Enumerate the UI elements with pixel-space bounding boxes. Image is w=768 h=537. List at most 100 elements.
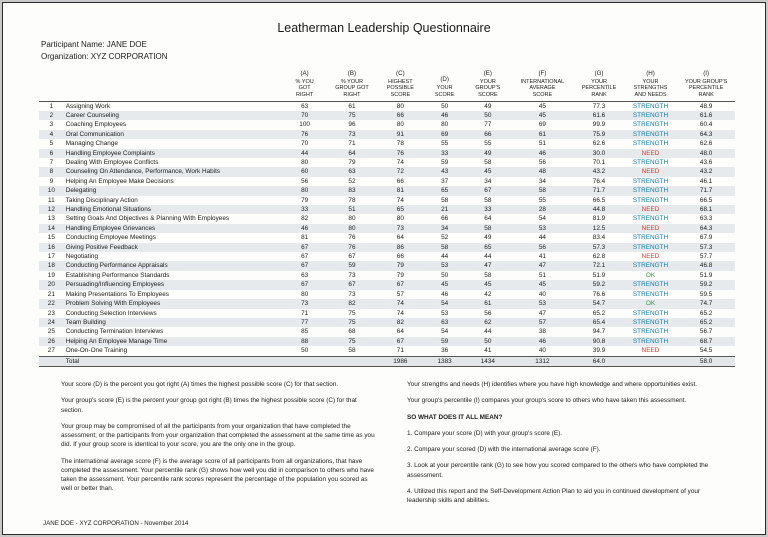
column-header-skill	[63, 69, 282, 102]
skill-name: Coaching Employees	[65, 121, 127, 129]
score-cell: 66	[396, 177, 404, 185]
note-paragraph: Your group's percentile (I) compares you…	[407, 397, 687, 405]
score-cell: 67	[484, 187, 492, 195]
score-cell: 60.4	[699, 121, 713, 129]
score-cell: 73	[348, 130, 356, 138]
score-cell: 70.1	[592, 159, 606, 166]
score-cell: 81.9	[592, 215, 606, 223]
score-cell: 43	[441, 168, 449, 176]
participant-name-line: Participant Name: JANE DOE	[41, 40, 147, 49]
table-row: 13 Setting Goals And Objectives & Plannin…	[39, 214, 735, 223]
score-cell: 94.7	[592, 328, 606, 336]
strength-need-cell: STRENGTH	[632, 177, 669, 185]
score-cell: 76	[348, 243, 356, 251]
score-cell: 51.9	[592, 271, 606, 279]
score-cell: 100	[299, 121, 310, 129]
score-cell: 72	[396, 168, 404, 176]
skill-name: Taking Disciplinary Action	[65, 196, 138, 204]
score-cell: 50	[484, 111, 492, 119]
score-cell: 50	[301, 347, 309, 355]
score-cell: 67	[396, 337, 404, 345]
score-cell: 77	[301, 318, 309, 326]
strength-need-cell: STRENGTH	[632, 234, 669, 242]
score-cell: 48	[538, 168, 546, 176]
score-cell: 91	[396, 130, 404, 138]
strength-need-cell: STRENGTH	[632, 290, 669, 298]
score-cell: 33	[301, 206, 309, 214]
skill-name: Managing Change	[65, 140, 118, 148]
table-row: 11 Taking Disciplinary Action 79 78 74 58 58 55…	[39, 196, 735, 205]
strength-need-cell: STRENGTH	[632, 309, 669, 317]
score-cell: 96	[348, 121, 356, 129]
table-row: 8 Counseling On Attendance, Performance, …	[39, 167, 735, 177]
column-header-A: (A)% YOU GOT RIGHT	[281, 69, 328, 102]
header-row: (A)% YOU GOT RIGHT (B)% YOUR GROUP GOT RI…	[39, 69, 735, 102]
score-cell: 63	[301, 102, 309, 110]
skill-name: Problem Solving With Employees	[65, 300, 161, 308]
strength-need-cell: STRENGTH	[632, 281, 669, 289]
score-cell: 56	[301, 177, 309, 185]
score-cell: 80	[301, 187, 309, 195]
score-cell: 61	[484, 300, 492, 308]
note-list-item: 2. Compare your scored (D) with the inte…	[407, 446, 601, 454]
score-cell: 72.1	[592, 262, 606, 270]
score-cell: 56	[538, 159, 546, 166]
strength-need-cell: STRENGTH	[632, 111, 669, 119]
score-cell: 58	[538, 187, 546, 195]
results-table-body: 1 Assigning Work 63 61 80 50 49 45 77.3 STRENGTH 4…	[39, 101, 735, 367]
score-cell: 28	[538, 206, 546, 214]
table-row: 21 Making Presentations To Employees 80 73 5…	[39, 290, 735, 299]
score-cell: 64	[396, 328, 404, 336]
table-row: 27 One-On-One Training 50 58 71 36 41 40 39.9 NEE…	[39, 346, 735, 356]
score-cell: 45	[484, 168, 492, 176]
score-cell: 53	[441, 309, 449, 317]
skill-name: One-On-One Training	[65, 347, 128, 355]
table-row: 23 Conducting Selection Interviews 71 75 74 5…	[39, 309, 735, 318]
score-cell: 68	[348, 328, 356, 336]
page-title: Leatherman Leadership Questionnaire	[277, 21, 491, 35]
score-cell: 80	[301, 290, 309, 298]
table-row: 16 Giving Positive Feedback 67 76 86 58 65 56 57…	[39, 242, 735, 253]
score-cell: 56.7	[699, 328, 713, 336]
score-cell: 67	[396, 281, 404, 289]
notes-right-column: Your strengths and needs (H) identifies …	[407, 380, 725, 513]
score-cell: 48.0	[699, 149, 713, 157]
score-cell: 54	[441, 328, 449, 336]
score-cell: 45	[441, 281, 449, 289]
strength-need-cell: STRENGTH	[632, 215, 669, 223]
score-cell: 64.3	[699, 130, 713, 138]
row-number: 25	[47, 328, 55, 336]
score-cell: 50	[441, 271, 449, 279]
score-cell: 75	[348, 318, 356, 326]
note-paragraph: Your strengths and needs (H) identifies …	[407, 380, 698, 388]
skill-name: Helping An Employee Make Decisions	[65, 177, 174, 185]
column-header-C: (C) HIGHEST POSSIBLE SCORE	[376, 69, 425, 102]
table-row: 9 Helping An Employee Make Decisions 56 52 6…	[39, 177, 735, 186]
score-cell: 62.6	[592, 140, 606, 148]
strength-need-cell: STRENGTH	[632, 159, 669, 166]
score-cell: 44	[441, 253, 449, 261]
score-cell: 46	[538, 337, 546, 345]
score-cell: 70	[301, 140, 309, 148]
strength-need-cell: STRENGTH	[632, 262, 669, 270]
score-cell: 54	[538, 215, 546, 223]
score-cell: 63.3	[699, 215, 713, 223]
skill-name: Conducting Employee Meetings	[65, 234, 156, 242]
score-cell: 71.7	[592, 187, 606, 195]
table-row: 19 Establishing Performance Standards 63 73…	[39, 271, 735, 280]
score-cell: 67	[301, 262, 309, 270]
score-cell: 42	[484, 290, 492, 298]
skill-name: Counseling On Attendance, Performance, W…	[65, 168, 221, 176]
skill-name: Conducting Selection Interviews	[65, 309, 157, 317]
skill-name: Oral Communication	[65, 130, 124, 138]
score-cell: 66	[484, 130, 492, 138]
score-cell: 64	[484, 215, 492, 223]
score-cell: 58	[484, 159, 492, 166]
score-cell: 44	[301, 149, 309, 157]
row-number: 21	[47, 290, 55, 298]
score-cell: 63	[301, 271, 309, 279]
score-cell: 44.8	[592, 206, 606, 214]
strength-need-cell: STRENGTH	[632, 140, 669, 148]
score-cell: 38	[538, 328, 546, 336]
score-cell: 58	[441, 196, 449, 204]
